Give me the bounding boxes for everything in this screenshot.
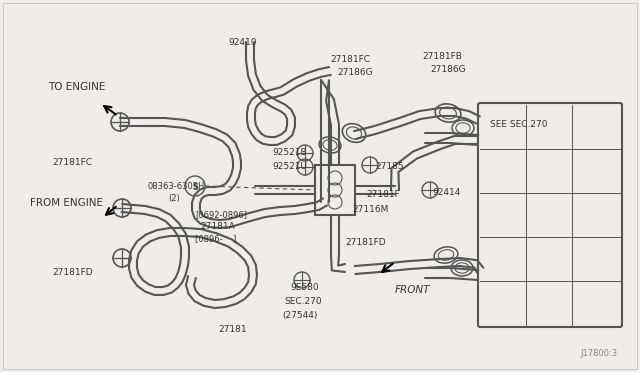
Text: 27186G: 27186G xyxy=(337,68,372,77)
Text: 9E580: 9E580 xyxy=(290,283,319,292)
Bar xyxy=(315,165,355,215)
Text: FROM ENGINE: FROM ENGINE xyxy=(30,198,103,208)
Text: (27544): (27544) xyxy=(282,311,317,320)
Text: (2): (2) xyxy=(168,194,180,203)
Text: 92410: 92410 xyxy=(228,38,257,47)
Text: 27181A: 27181A xyxy=(200,222,235,231)
Text: J17800:3: J17800:3 xyxy=(581,349,618,358)
Text: SEC.270: SEC.270 xyxy=(284,297,322,306)
Text: S: S xyxy=(192,183,198,192)
Text: 92521B: 92521B xyxy=(272,148,307,157)
Text: 92414: 92414 xyxy=(432,188,460,197)
Text: [0692-0896]: [0692-0896] xyxy=(195,210,247,219)
Text: 27181F: 27181F xyxy=(366,190,400,199)
Text: 27116M: 27116M xyxy=(352,205,388,214)
Text: 27181FD: 27181FD xyxy=(345,238,386,247)
Text: 27181FC: 27181FC xyxy=(330,55,370,64)
Text: 08363-6305H: 08363-6305H xyxy=(148,182,205,191)
Text: TO ENGINE: TO ENGINE xyxy=(48,82,106,92)
Text: 27181FC: 27181FC xyxy=(52,158,92,167)
Text: 27181FD: 27181FD xyxy=(52,268,93,277)
Text: 27181FB: 27181FB xyxy=(422,52,462,61)
Text: [0896-    ]: [0896- ] xyxy=(195,234,236,243)
Text: 92521U: 92521U xyxy=(272,162,307,171)
Text: SEE SEC.270: SEE SEC.270 xyxy=(490,120,547,129)
Text: 27186G: 27186G xyxy=(430,65,466,74)
Text: 27181: 27181 xyxy=(218,325,246,334)
Text: FRONT: FRONT xyxy=(395,285,431,295)
Text: 27185: 27185 xyxy=(375,162,404,171)
